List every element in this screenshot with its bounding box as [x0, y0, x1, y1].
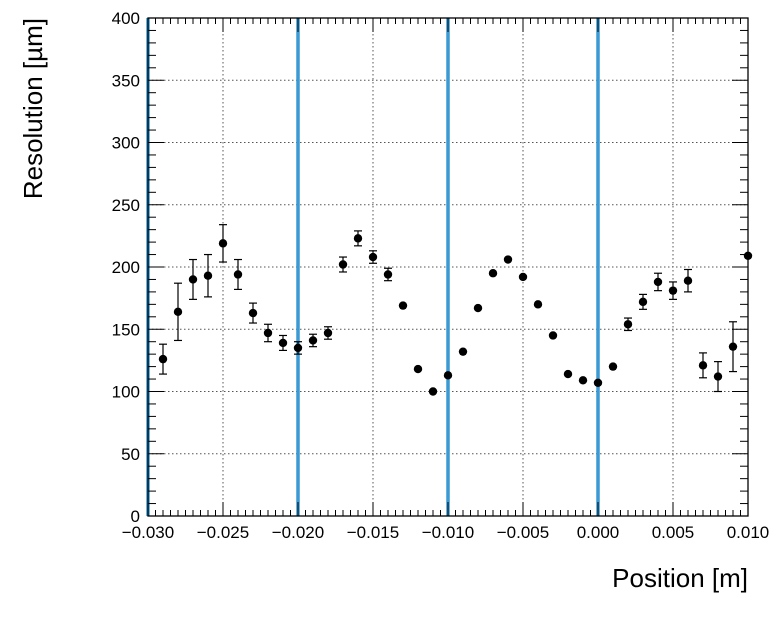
y-tick-label: 350 — [112, 71, 140, 90]
data-point — [398, 301, 408, 310]
data-point — [548, 331, 558, 340]
x-tick-label: −0.005 — [497, 523, 549, 542]
x-tick-label: −0.010 — [422, 523, 474, 542]
data-point — [593, 378, 603, 387]
data-point — [263, 328, 273, 338]
data-point — [728, 342, 738, 351]
data-point — [713, 372, 723, 381]
data-point — [458, 347, 468, 356]
y-tick-label: 50 — [121, 445, 140, 464]
data-point — [248, 308, 258, 318]
data-point — [233, 270, 243, 279]
x-tick-label: −0.015 — [347, 523, 399, 542]
x-tick-label: 0.005 — [652, 523, 695, 542]
data-point — [278, 338, 288, 348]
data-point — [668, 286, 678, 295]
y-axis: 0 50 100 150 200 250 300 350 400 — [112, 9, 748, 526]
data-point — [623, 320, 633, 329]
data-point — [653, 277, 663, 287]
x-tick-label: −0.020 — [272, 523, 324, 542]
data-point — [323, 328, 333, 338]
data-point — [173, 307, 183, 317]
y-tick-label: 300 — [112, 134, 140, 153]
y-tick-label: 250 — [112, 196, 140, 215]
data-point — [608, 362, 618, 371]
data-point — [533, 300, 543, 309]
data-point — [413, 364, 423, 374]
data-point — [383, 270, 393, 279]
data-point — [443, 371, 453, 380]
data-point — [338, 260, 348, 269]
data-point — [683, 276, 693, 285]
data-point — [308, 336, 318, 345]
data-point — [353, 234, 363, 243]
data-point — [428, 387, 438, 396]
y-tick-label: 0 — [131, 507, 140, 526]
y-tick-label: 200 — [112, 258, 140, 277]
x-tick-label: −0.030 — [122, 523, 174, 542]
data-point — [158, 354, 168, 364]
data-point — [503, 255, 513, 264]
data-point — [368, 252, 378, 262]
x-axis: −0.030 −0.025 −0.020 −0.015 −0.010 −0.005 0.00… — [122, 18, 770, 542]
x-tick-label: −0.025 — [197, 523, 249, 542]
data-point — [698, 361, 708, 370]
data-point — [638, 297, 648, 307]
y-tick-label: 100 — [112, 383, 140, 402]
data-point — [578, 376, 588, 385]
data-point — [188, 275, 198, 284]
y-tick-label: 150 — [112, 320, 140, 339]
data-point — [203, 271, 213, 280]
y-axis-title: Resolution [µm] — [18, 18, 48, 199]
data-point — [293, 343, 303, 353]
data-point — [473, 303, 483, 313]
y-tick-label: 400 — [112, 9, 140, 28]
x-tick-label: 0.010 — [727, 523, 770, 542]
data-point — [488, 269, 498, 278]
data-point — [218, 239, 228, 248]
data-point — [563, 369, 573, 379]
data-series — [158, 224, 753, 396]
x-axis-title: Position [m] — [612, 563, 748, 593]
x-tick-label: 0.000 — [577, 523, 620, 542]
data-point — [518, 272, 528, 282]
